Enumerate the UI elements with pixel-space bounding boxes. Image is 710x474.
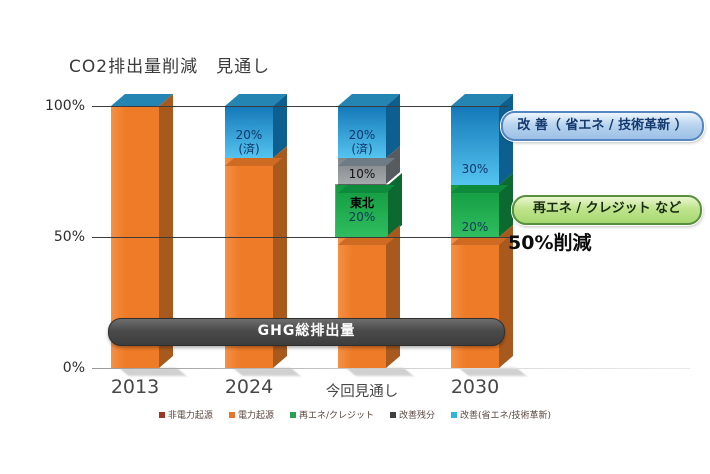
segment-improvement-front [225, 106, 273, 159]
segment-emission-side [386, 225, 400, 368]
legend-label: 非電力起源 [167, 411, 213, 421]
chart-title: CO2排出量削減 見通し [69, 57, 271, 77]
legend-swatch [451, 411, 458, 418]
segment-label-line: 20% [235, 128, 263, 143]
segment-emission-top-face [338, 237, 396, 245]
legend-label: 改善残分 [399, 411, 436, 421]
bar-今回見通し: 20% (済) 10% 東北 20% [335, 0, 402, 368]
legend-item: 非電力起源 [158, 408, 213, 421]
segment-improvement-front [338, 106, 386, 159]
ghg-total-band: GHG総排出量 [108, 318, 505, 346]
y-tick-50%: 50% [53, 229, 85, 245]
segment-label: 20% (済) [338, 106, 386, 158]
x-label-2030: 2030 [450, 376, 500, 398]
bar-shadow-2030 [459, 368, 527, 376]
segment-emission-top-face [451, 237, 509, 245]
segment-renewable-front [451, 184, 499, 237]
segment-improvement-front [451, 106, 499, 185]
segment-label: 30% [451, 106, 499, 185]
y-tick-100%: 100% [44, 98, 85, 114]
bar-shadow-2013 [119, 368, 187, 376]
legend-label: 電力起源 [237, 411, 274, 421]
segment-label-line: 10% [348, 167, 376, 182]
reduction-50-label: 50%削減 [508, 232, 592, 254]
segment-label: 東北 20% [338, 185, 386, 237]
segment-label-line: 東北 [349, 196, 374, 211]
y-tick-0%: 0% [62, 360, 85, 376]
legend-item: 改善残分 [390, 408, 435, 421]
legend: 非電力起源 電力起源 再エネ/クレジット 改善残分 改善(省エネ/技術革新) [0, 408, 710, 421]
improvement-callout: 改 善（ 省エネ / 技術革新 ） [501, 111, 704, 141]
gridline-0% [92, 368, 690, 369]
legend-item: 再エネ/クレジット [289, 408, 374, 421]
segment-renewable-front [335, 183, 389, 238]
bar-shadow-2024 [233, 368, 301, 376]
segment-label-line: 20% [348, 128, 376, 143]
segment-label: 20% (済) [225, 106, 273, 158]
legend-swatch [390, 411, 396, 418]
segment-emission-front [451, 237, 499, 368]
legend-swatch [289, 411, 296, 418]
legend-swatch [158, 411, 165, 418]
gridline-100% [92, 106, 508, 107]
legend-label: 改善(省エネ/技術革新) [460, 411, 552, 421]
segment-label-line: 20% [348, 209, 376, 224]
segment-label-line: (済) [351, 141, 373, 156]
x-label-2024: 2024 [224, 376, 274, 398]
segment-label-line: 30% [461, 162, 489, 177]
segment-emission-front [338, 237, 386, 368]
legend-label: 再エネ/クレジット [298, 411, 374, 421]
renewable-credit-callout: 再エネ / クレジット など [512, 195, 702, 225]
segment-label-line: 20% [461, 220, 489, 235]
segment-label: 10% [338, 158, 386, 184]
x-label-今回見通し: 今回見通し [325, 384, 399, 400]
legend-item: 改善(省エネ/技術革新) [451, 408, 551, 421]
x-label-2013: 2013 [110, 376, 160, 398]
legend-item: 電力起源 [228, 408, 274, 421]
legend-swatch [228, 411, 235, 418]
segment-label-line: (済) [238, 141, 260, 156]
bar-2030: 30% 20% [451, 0, 514, 368]
gridline-50% [92, 237, 516, 238]
bar-shadow-今回見通し [346, 368, 414, 376]
segment-label: 20% [451, 185, 499, 237]
segment-emission-top-face [225, 158, 283, 167]
